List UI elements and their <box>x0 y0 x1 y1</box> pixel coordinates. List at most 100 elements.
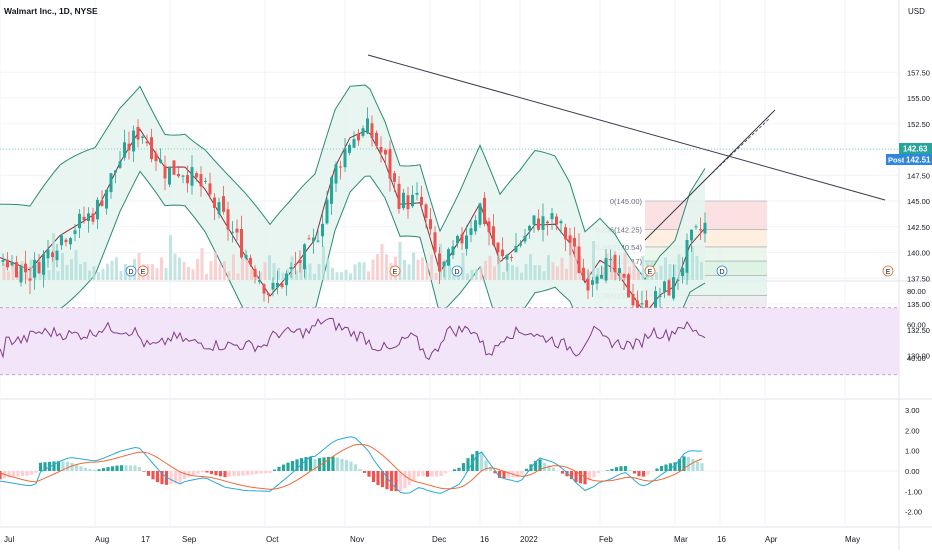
macd-histogram-bar <box>25 471 29 476</box>
candle-body <box>87 213 90 222</box>
candle-body <box>42 253 45 275</box>
volume-bar <box>304 265 307 280</box>
macd-histogram-bar <box>38 462 43 471</box>
volume-bar <box>236 273 240 280</box>
candle-body <box>208 183 212 195</box>
macd-histogram-bar <box>11 471 16 478</box>
event-marker-dividend[interactable] <box>451 265 463 277</box>
trend-lines[interactable] <box>0 54 899 241</box>
volume-bar <box>268 255 271 280</box>
macd-histogram-bar <box>52 461 56 471</box>
fib-level-label: 0.236(142.25) <box>595 225 642 234</box>
macd-histogram-bar <box>263 471 268 474</box>
volume-bar <box>520 272 523 280</box>
volume-bar <box>277 267 280 280</box>
candle-body <box>267 293 270 296</box>
candle-body <box>478 203 482 225</box>
candle-body <box>496 242 500 253</box>
volume-bar <box>65 264 69 280</box>
macd-histogram-bar <box>119 465 124 471</box>
candle-body <box>361 128 365 136</box>
volume-bar <box>502 272 505 280</box>
macd-histogram-bar <box>412 471 416 481</box>
volume-bar <box>538 265 541 280</box>
descending-trend-line <box>367 54 886 201</box>
volume-bar <box>380 243 384 280</box>
candle-body <box>658 295 662 298</box>
volume-bar <box>97 272 100 280</box>
candle-body <box>136 126 140 140</box>
event-marker-dividend[interactable] <box>716 265 728 277</box>
volume-bar <box>214 252 217 280</box>
candle-body <box>393 173 396 182</box>
macd-histogram-bar <box>209 471 214 475</box>
candle-body <box>627 274 630 298</box>
macd-histogram-bar <box>277 466 281 471</box>
price-axis-tick: 137.50 <box>907 274 930 283</box>
volume-bar <box>313 273 316 280</box>
time-axis[interactable]: Jul Aug 17 Sep Oct Nov Dec 16 2022 Feb Mar 16 Apr May <box>4 535 860 544</box>
candle-body <box>366 118 369 134</box>
volume-bar <box>362 262 366 280</box>
candle-body <box>703 222 707 234</box>
macd-histogram-bar <box>673 462 677 471</box>
macd-signal-line <box>0 443 703 490</box>
macd-histogram-bar <box>61 461 65 471</box>
macd-histogram-bar <box>358 469 362 471</box>
candle-body <box>172 160 176 175</box>
macd-histogram-bar <box>556 470 560 471</box>
candle-body <box>595 276 599 284</box>
event-marker-earnings[interactable] <box>644 265 656 277</box>
macd-histogram-bar <box>515 471 520 478</box>
candle-body <box>469 228 473 235</box>
event-marker-letter: E <box>141 269 146 276</box>
time-axis-label: Oct <box>266 535 279 544</box>
macd-histogram-bar <box>367 471 371 477</box>
volume-bar <box>596 267 600 280</box>
price-axis-tick: 145.00 <box>907 197 930 206</box>
volume-bar <box>232 254 235 280</box>
macd-histogram-bar <box>88 468 92 471</box>
candle-body <box>663 281 666 292</box>
volume-bar <box>371 259 375 280</box>
volume-bar <box>7 271 10 280</box>
volume-bar <box>425 262 429 280</box>
volume-bar <box>695 256 699 280</box>
macd-histogram-bar <box>637 471 641 477</box>
macd-histogram-bar <box>331 456 335 471</box>
candle-body <box>253 268 257 277</box>
candle-body <box>537 218 540 230</box>
volume-bar <box>245 259 249 280</box>
macd-histogram-bar <box>479 452 484 471</box>
macd-histogram-bar <box>128 465 133 471</box>
macd-histogram-bar <box>686 456 691 471</box>
volume-bar <box>358 262 361 280</box>
event-marker-earnings[interactable] <box>882 265 894 277</box>
event-marker-dividend[interactable] <box>125 265 137 277</box>
event-marker-earnings[interactable] <box>137 265 149 277</box>
candle-body <box>555 216 558 225</box>
candle-body <box>321 223 324 237</box>
volume-bar <box>619 271 622 280</box>
macd-histogram-bar <box>457 467 461 471</box>
candle-body <box>636 300 639 308</box>
volume-bar <box>677 254 681 280</box>
volume-bar <box>61 252 64 280</box>
rsi-axis-tick: 60.00 <box>907 321 926 330</box>
macd-histogram-bar <box>16 471 20 477</box>
macd-histogram-bar <box>488 467 493 471</box>
volume-bar <box>475 268 478 280</box>
macd-histogram-bar <box>214 471 218 476</box>
volume-bar <box>2 263 6 280</box>
macd-histogram-bar <box>182 471 187 480</box>
macd-histogram-bar <box>416 471 421 477</box>
macd-axis-tick: -1.00 <box>905 487 922 496</box>
macd-histogram-bar <box>290 460 295 471</box>
event-marker-earnings[interactable] <box>389 265 401 277</box>
candle-body <box>510 256 513 258</box>
candle-body <box>28 278 32 281</box>
candle-body <box>118 161 122 168</box>
